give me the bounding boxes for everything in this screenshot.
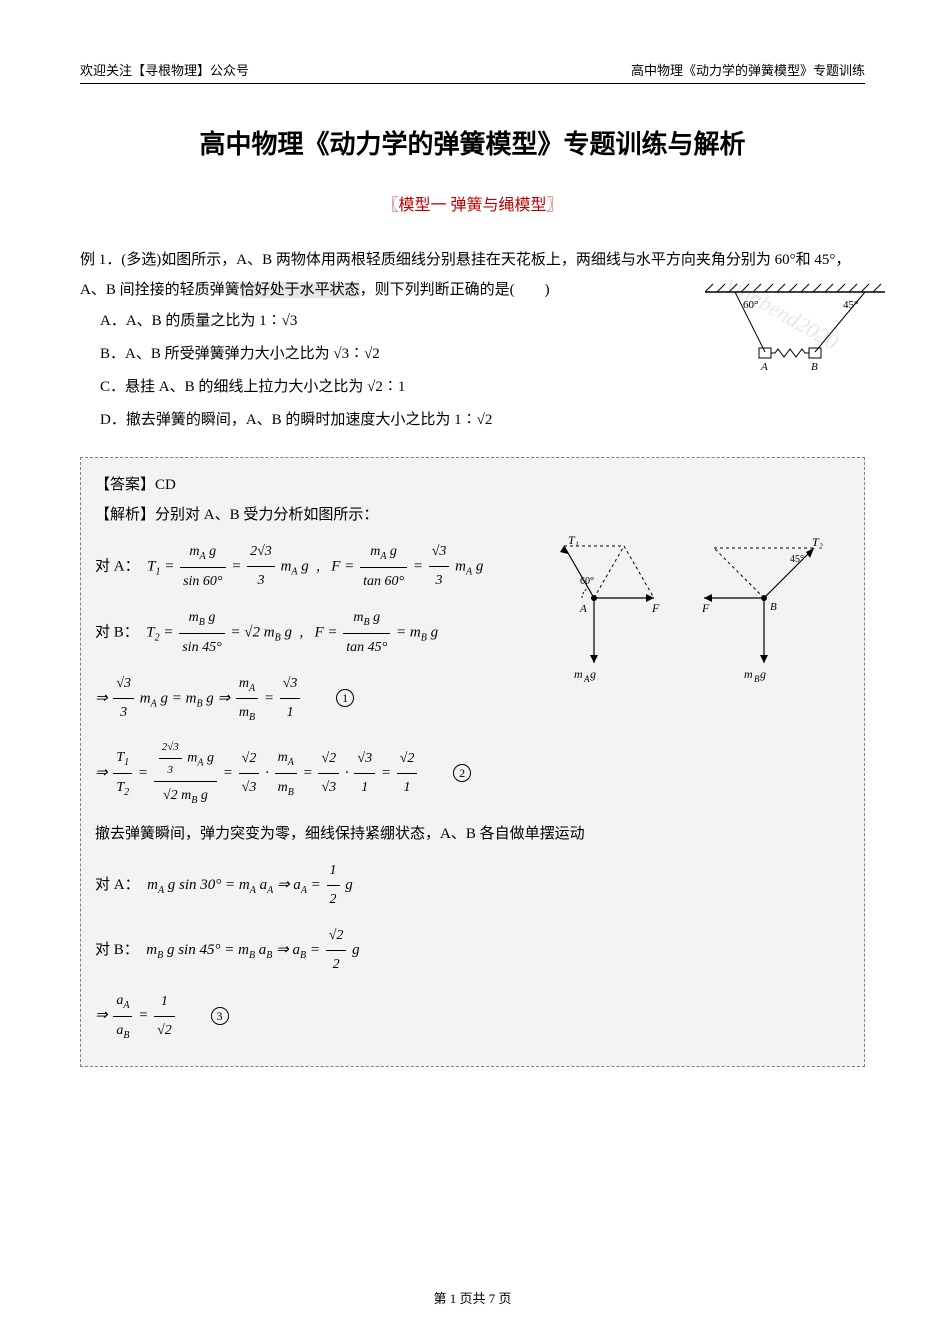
answer-line: 【答案】CD	[95, 470, 850, 500]
footer: 第 1 页共 7 页	[0, 1288, 945, 1307]
explain-intro: 分别对 A、B 受力分析如图所示：	[155, 507, 378, 523]
svg-text:T₂: T₂	[812, 535, 823, 549]
svg-text:F: F	[701, 601, 710, 615]
explain-label: 【解析】	[95, 507, 155, 523]
svg-text:A: A	[760, 361, 768, 373]
answer-label: 【答案】	[95, 477, 155, 493]
answer-value: CD	[155, 477, 176, 493]
svg-text:B: B	[770, 601, 777, 613]
problem-suffix: ，则下列判断正确的是( )	[360, 282, 550, 298]
svg-text:60°: 60°	[580, 576, 594, 587]
svg-text:g: g	[590, 667, 596, 681]
header-right: 高中物理《动力学的弹簧模型》专题训练	[631, 60, 865, 79]
math-line-a2: 对 A： mA g sin 30° = mA aA ⇒ aA = 12 g	[95, 857, 850, 914]
option-d: D．撤去弹簧的瞬间，A、B 的瞬时加速度大小之比为 1∶√2	[100, 404, 865, 437]
svg-text:45°: 45°	[790, 554, 804, 565]
math-line-3: ⇒ aAaB = 1√2 3	[95, 987, 850, 1046]
problem-highlight: 恰好处于水平状态	[240, 282, 360, 298]
explain-line: 【解析】分别对 A、B 受力分析如图所示：	[95, 500, 850, 530]
math-line-b2: 对 B： mB g sin 45° = mB aB ⇒ aB = √22 g	[95, 922, 850, 979]
main-title: 高中物理《动力学的弹簧模型》专题训练与解析	[80, 124, 865, 161]
header-left: 欢迎关注【寻根物理】公众号	[80, 60, 249, 79]
page: 欢迎关注【寻根物理】公众号 高中物理《动力学的弹簧模型》专题训练 高中物理《动力…	[0, 0, 945, 1337]
problem-text: 例 1．(多选)如图所示，A、B 两物体用两根轻质细线分别悬挂在天花板上，两细线…	[80, 245, 865, 305]
subtitle: 〖模型一 弹簧与绳模型〗	[80, 191, 865, 215]
svg-text:F: F	[651, 601, 660, 615]
svg-text:m: m	[574, 667, 583, 681]
svg-text:A: A	[583, 674, 590, 684]
math-line-2: ⇒ T1T2 = 2√33 mA g √2 mB g = √2√3 · mAmB…	[95, 736, 850, 811]
header-row: 欢迎关注【寻根物理】公众号 高中物理《动力学的弹簧模型》专题训练	[80, 60, 865, 84]
spring-removed-text: 撤去弹簧瞬间，弹力突变为零，细线保持紧绷状态，A、B 各自做单摆运动	[95, 819, 850, 849]
force-diagram: T₁ 60° F A m A g	[524, 528, 844, 688]
svg-text:A: A	[579, 603, 587, 615]
answer-box: T₁ 60° F A m A g	[80, 457, 865, 1067]
svg-text:m: m	[744, 667, 753, 681]
svg-text:T₁: T₁	[568, 533, 579, 547]
svg-text:g: g	[760, 667, 766, 681]
svg-text:B: B	[811, 361, 818, 373]
